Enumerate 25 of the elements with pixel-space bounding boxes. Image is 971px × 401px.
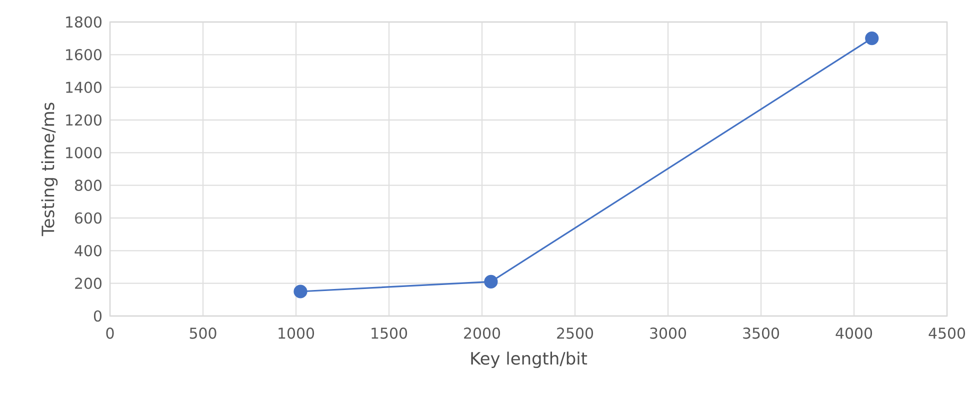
y-tick-label: 1800 — [66, 16, 102, 28]
y-axis-title: Testing time/ms — [41, 102, 58, 236]
point — [294, 284, 308, 298]
y-tick-label: 1400 — [66, 82, 102, 93]
x-tick-label: 4500 — [928, 328, 966, 339]
y-tick-label: 800 — [74, 180, 102, 191]
y-tick-label: 1000 — [66, 147, 102, 158]
y-tick-label: 200 — [75, 278, 102, 289]
x-tick-label: 3000 — [650, 328, 686, 339]
y-tick-label: 400 — [74, 245, 102, 256]
x-tick-label: 1500 — [372, 328, 408, 339]
y-tick-label: 1200 — [66, 114, 102, 126]
point — [865, 32, 879, 46]
x-tick-label: 2500 — [557, 328, 594, 339]
point — [484, 274, 498, 288]
y-tick-label: 0 — [94, 310, 102, 322]
y-tick-label: 1600 — [66, 49, 102, 60]
x-tick-label: 2000 — [464, 328, 500, 339]
y-tick-label: 600 — [75, 212, 102, 224]
x-tick-label: 500 — [190, 328, 216, 339]
x-tick-label: 1000 — [278, 328, 314, 339]
x-axis-title: Key length/bit — [471, 352, 588, 368]
x-tick-label: 0 — [106, 328, 114, 339]
x-tick-label: 4000 — [836, 328, 872, 339]
x-tick-label: 3500 — [743, 328, 780, 339]
